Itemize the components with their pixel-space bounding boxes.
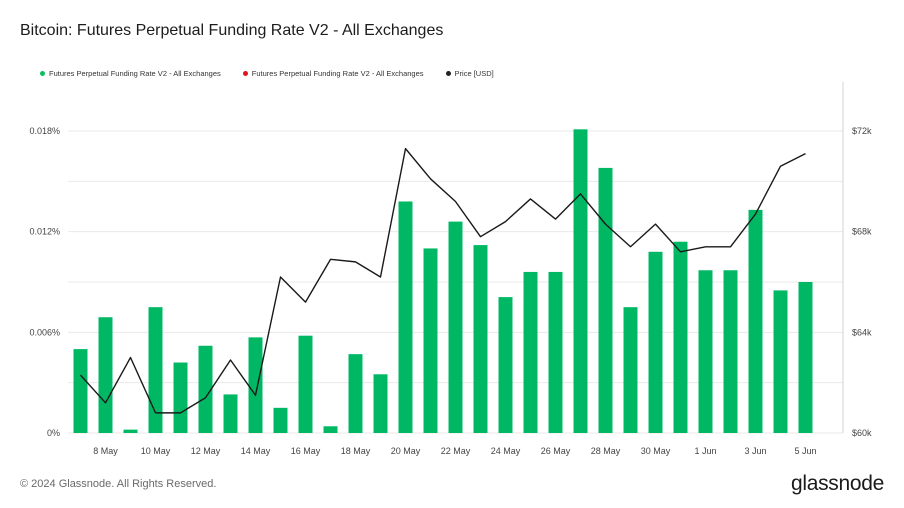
left-tick-label: 0% [47, 428, 60, 438]
x-tick-label: 10 May [141, 446, 171, 456]
bar[interactable] [98, 317, 113, 433]
right-axis-ticks: $60k $64k $68k $72k [852, 126, 872, 438]
x-tick-label: 3 Jun [744, 446, 766, 456]
bar[interactable] [723, 270, 738, 433]
x-tick-label: 22 May [441, 446, 471, 456]
x-tick-label: 12 May [191, 446, 221, 456]
bar[interactable] [423, 248, 438, 433]
bar[interactable] [273, 407, 288, 433]
x-tick-label: 26 May [541, 446, 571, 456]
legend-dot-green [40, 71, 45, 76]
bar[interactable] [698, 270, 713, 433]
bar[interactable] [73, 349, 88, 433]
bar[interactable] [123, 429, 138, 433]
bar[interactable] [473, 245, 488, 433]
bar[interactable] [623, 307, 638, 433]
price-series [79, 147, 806, 414]
bar[interactable] [373, 374, 388, 433]
bar[interactable] [298, 335, 313, 433]
bar[interactable] [173, 362, 188, 433]
bar[interactable] [648, 251, 663, 433]
bar[interactable] [348, 354, 363, 433]
bar[interactable] [248, 337, 263, 433]
bar[interactable] [548, 271, 563, 433]
bar[interactable] [198, 345, 213, 433]
x-tick-label: 24 May [491, 446, 521, 456]
bar[interactable] [598, 167, 613, 433]
x-tick-label: 30 May [641, 446, 671, 456]
left-tick-label: 0.006% [29, 327, 60, 337]
bar[interactable] [148, 307, 163, 433]
bar-series [73, 129, 813, 433]
x-tick-label: 28 May [591, 446, 621, 456]
bar[interactable] [773, 290, 788, 433]
x-tick-label: 5 Jun [794, 446, 816, 456]
right-tick-label: $72k [852, 126, 872, 136]
legend-dot-black [445, 71, 451, 76]
bar[interactable] [523, 271, 538, 433]
bar[interactable] [498, 297, 513, 433]
bar[interactable] [673, 241, 688, 433]
brand-logo: glassnode [790, 472, 884, 495]
legend-label: Price [USD] [454, 69, 494, 78]
x-axis-ticks: 8 May 10 May 12 May 14 May 16 May 18 May 20 Ma… [93, 446, 816, 456]
chart-title: Bitcoin: Futures Perpetual Funding Rate … [20, 22, 444, 39]
legend-item-funding-rate-negative[interactable]: Futures Perpetual Funding Rate V2 - All … [242, 69, 424, 78]
left-tick-label: 0.018% [29, 126, 60, 136]
legend-label: Futures Perpetual Funding Rate V2 - All … [251, 69, 424, 78]
bar[interactable] [223, 394, 238, 433]
bar[interactable] [748, 209, 763, 433]
left-tick-label: 0.012% [29, 227, 60, 237]
bar[interactable] [448, 221, 463, 433]
bar[interactable] [798, 282, 813, 433]
bar[interactable] [323, 426, 338, 433]
legend-label: Futures Perpetual Funding Rate V2 - All … [49, 69, 221, 78]
bar[interactable] [398, 201, 413, 433]
right-tick-label: $60k [852, 428, 872, 438]
x-tick-label: 16 May [291, 446, 321, 456]
bar[interactable] [573, 129, 588, 433]
x-tick-label: 14 May [241, 446, 271, 456]
legend-dot-red [242, 71, 248, 76]
x-tick-label: 8 May [93, 446, 118, 456]
price-line[interactable] [79, 147, 806, 414]
legend-item-funding-rate[interactable]: Futures Perpetual Funding Rate V2 - All … [40, 69, 221, 78]
x-tick-label: 1 Jun [694, 446, 716, 456]
chart-legend: Futures Perpetual Funding Rate V2 - All … [40, 69, 494, 78]
legend-item-price[interactable]: Price [USD] [445, 69, 494, 78]
x-tick-label: 20 May [391, 446, 421, 456]
right-tick-label: $64k [852, 327, 872, 337]
copyright-text: © 2024 Glassnode. All Rights Reserved. [20, 478, 217, 490]
left-axis-ticks: 0% 0.006% 0.012% 0.018% [29, 126, 60, 438]
x-tick-label: 18 May [341, 446, 371, 456]
right-tick-label: $68k [852, 227, 872, 237]
